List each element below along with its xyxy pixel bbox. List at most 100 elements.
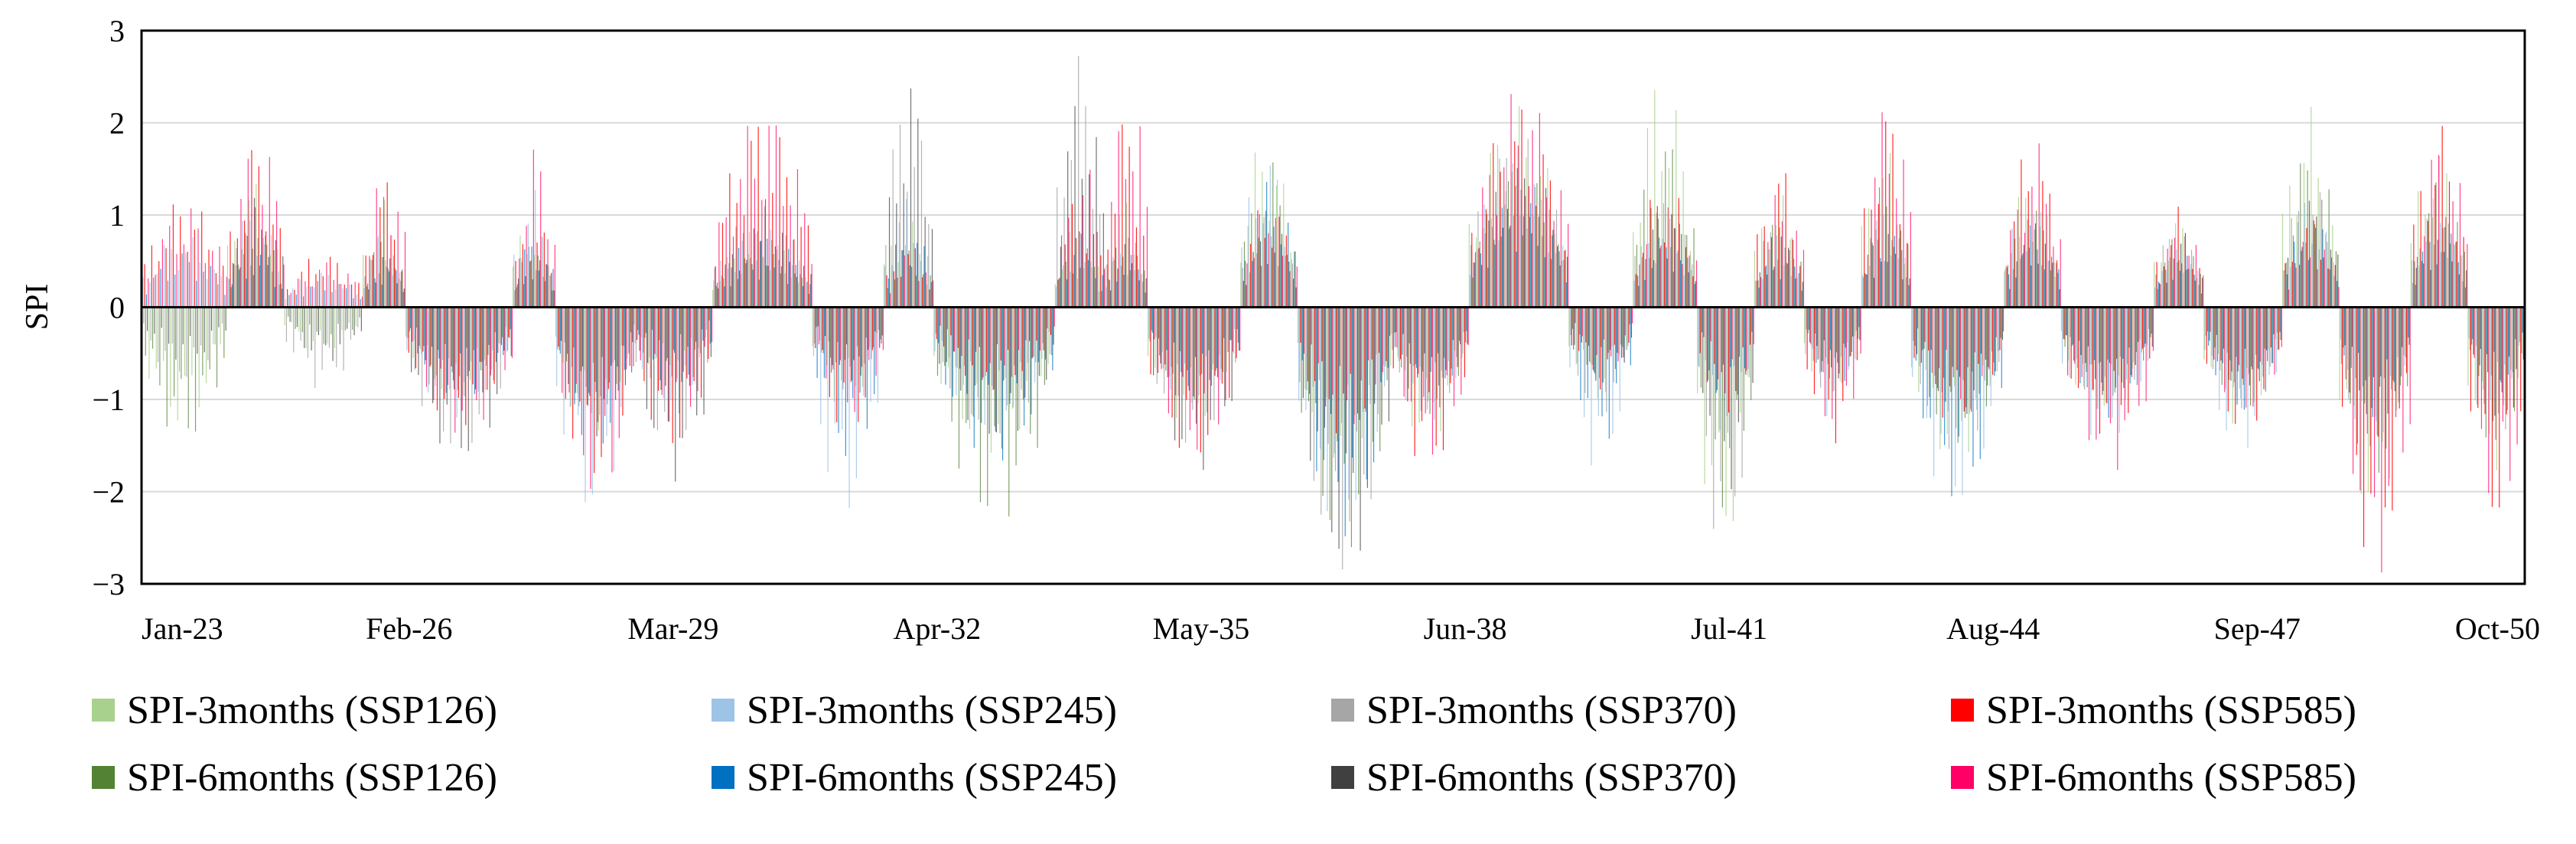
bar	[1525, 196, 1526, 308]
bar	[2327, 268, 2329, 308]
bar	[611, 307, 613, 473]
bar	[1810, 307, 1812, 344]
bar	[1239, 307, 1241, 351]
bar	[1799, 266, 1801, 308]
bar	[2160, 284, 2161, 308]
bar	[1044, 307, 1045, 386]
bar	[253, 197, 256, 308]
bar	[312, 307, 314, 342]
bar	[2184, 236, 2185, 308]
bar	[2496, 307, 2497, 471]
bar	[201, 211, 203, 308]
bar	[1959, 307, 1961, 377]
bar	[2223, 307, 2225, 349]
bar	[169, 226, 171, 308]
bar	[982, 307, 984, 378]
bar	[1722, 307, 1724, 365]
bar	[1686, 235, 1688, 308]
bar	[2426, 218, 2428, 308]
bar	[537, 255, 539, 308]
bar	[691, 307, 692, 338]
bar	[516, 284, 518, 308]
bar	[2381, 307, 2382, 573]
bar	[1816, 307, 1818, 347]
bar	[780, 273, 781, 308]
bar	[1919, 307, 1920, 367]
bar	[863, 307, 865, 396]
bar	[260, 254, 262, 308]
bar	[1539, 112, 1540, 308]
bar	[744, 258, 746, 308]
bar	[434, 307, 435, 380]
bar	[2151, 307, 2152, 334]
bar	[1600, 307, 1601, 389]
bar	[734, 272, 736, 308]
bar	[911, 266, 913, 308]
bar	[2145, 307, 2147, 402]
bar	[294, 289, 295, 308]
bar	[386, 182, 388, 308]
bar	[1552, 230, 1554, 308]
bar	[1849, 307, 1851, 357]
bar	[1458, 307, 1461, 341]
bar	[399, 272, 401, 308]
bar	[567, 307, 568, 354]
bar	[2180, 243, 2182, 308]
bar	[1347, 307, 1349, 385]
bar	[1364, 307, 1366, 409]
bar	[2057, 272, 2059, 308]
bar	[2276, 307, 2278, 333]
bar	[353, 307, 355, 336]
bar	[1809, 307, 1811, 343]
bar	[2091, 307, 2092, 365]
bar	[2166, 282, 2167, 308]
bar	[2080, 307, 2082, 355]
bar	[2154, 288, 2156, 308]
bar	[1575, 307, 1577, 365]
bar	[1151, 307, 1154, 333]
bar	[861, 307, 864, 387]
bar	[814, 307, 816, 344]
bar	[1179, 307, 1181, 351]
bar	[1086, 248, 1088, 308]
bar	[810, 274, 812, 308]
bar	[296, 307, 298, 327]
bar	[309, 307, 311, 324]
bar	[2152, 307, 2154, 351]
bar	[670, 307, 672, 400]
x-tick-label: May-35	[1153, 611, 1250, 646]
bar	[1592, 307, 1594, 370]
bar	[1549, 209, 1550, 308]
bar	[1442, 307, 1444, 451]
bar	[251, 150, 252, 308]
bar	[1967, 307, 1969, 367]
bar	[1145, 278, 1147, 308]
bar	[1695, 281, 1696, 308]
bar	[192, 236, 194, 308]
bar	[1988, 307, 1990, 370]
bar	[1192, 307, 1194, 410]
bar	[474, 307, 476, 394]
bar	[1028, 307, 1031, 341]
bar	[2299, 265, 2301, 308]
bar	[2097, 307, 2099, 409]
bar	[2501, 307, 2503, 393]
bar	[2366, 307, 2368, 434]
bar	[2125, 307, 2128, 380]
bar	[1734, 307, 1736, 497]
bar	[601, 307, 603, 357]
bar	[874, 307, 876, 332]
bar	[2210, 307, 2212, 367]
bar	[162, 307, 164, 361]
bar	[1076, 237, 1077, 308]
bar	[607, 307, 608, 405]
legend-label: SPI-3months (SSP126)	[127, 688, 497, 732]
bar	[2452, 201, 2454, 308]
bar	[1894, 253, 1897, 308]
bar	[1293, 279, 1295, 308]
bar	[1456, 307, 1457, 357]
bar	[2195, 245, 2197, 308]
bar	[1270, 236, 1272, 308]
bar	[2438, 155, 2440, 308]
bar	[589, 307, 591, 396]
